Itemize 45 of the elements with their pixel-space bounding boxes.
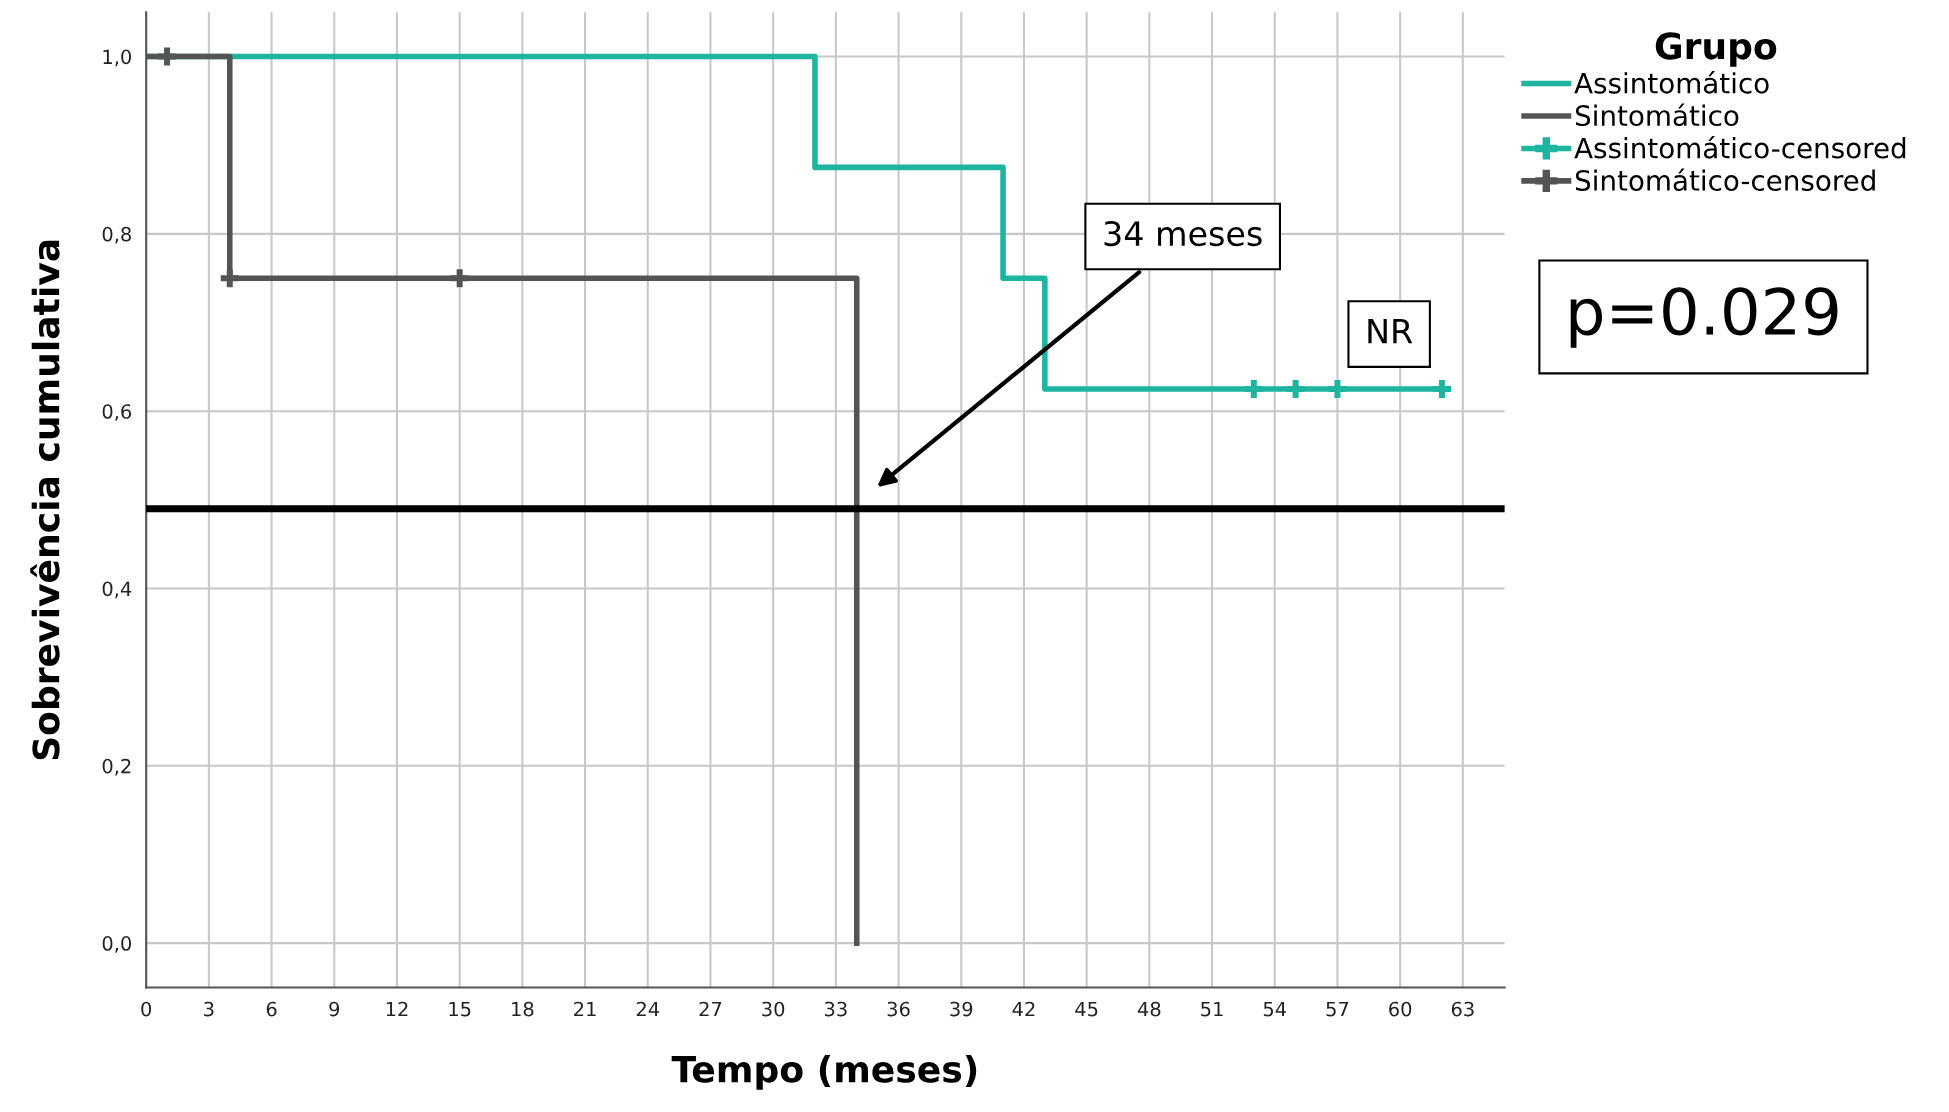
x-tick-label: 42 xyxy=(1012,1001,1035,1017)
x-tick-label: 30 xyxy=(762,1001,785,1017)
x-tick-label: 21 xyxy=(574,1001,596,1017)
x-tick-label: 6 xyxy=(266,1001,277,1017)
annotation: 34 meses xyxy=(1104,220,1262,247)
x-tick-label: 3 xyxy=(204,1001,214,1017)
y-axis-title: Sobrevivência cumulativa xyxy=(30,240,60,760)
x-tick-label: 18 xyxy=(512,1001,534,1017)
x-tick-label: 57 xyxy=(1326,1001,1349,1017)
x-tick-label: 24 xyxy=(636,1001,660,1017)
x-tick-label: 15 xyxy=(449,1001,471,1017)
legend-label: Sintomático-censored xyxy=(1575,168,1875,191)
x-tick-label: 45 xyxy=(1075,1001,1098,1017)
x-tick-label: 9 xyxy=(329,1001,340,1017)
x-tick-label: 54 xyxy=(1263,1001,1287,1017)
point xyxy=(1244,380,1263,399)
point xyxy=(450,269,469,288)
x-axis-title: Tempo (meses) xyxy=(671,1054,977,1090)
x-tick-label: 33 xyxy=(824,1001,847,1017)
annotation: NR xyxy=(1368,318,1413,344)
y-tick-label: 0,4 xyxy=(102,581,132,599)
y-tick-label: 1,0 xyxy=(103,49,131,67)
legend-title: Grupo xyxy=(1655,32,1777,67)
point xyxy=(220,269,239,288)
y-tick-label: 0,2 xyxy=(102,758,131,776)
legend-label: Assintomático xyxy=(1574,71,1769,94)
point xyxy=(1328,380,1347,399)
y-tick-label: 0,0 xyxy=(102,936,131,953)
y-tick-label: 0,8 xyxy=(102,226,131,244)
x-tick-label: 12 xyxy=(386,1001,408,1017)
x-tick-label: 39 xyxy=(950,1001,973,1017)
point xyxy=(1432,380,1451,399)
x-tick-label: 63 xyxy=(1451,1001,1474,1017)
legend-label: Assintomático-censored xyxy=(1574,135,1906,159)
point xyxy=(1286,380,1305,399)
x-tick-label: 48 xyxy=(1137,1001,1161,1017)
x-tick-label: 0 xyxy=(141,1001,152,1017)
x-tick-label: 51 xyxy=(1201,1001,1223,1017)
text: p=0.029 xyxy=(1570,287,1838,348)
x-tick-label: 27 xyxy=(699,1001,722,1017)
x-tick-label: 60 xyxy=(1389,1001,1412,1017)
legend-label: Sintomático xyxy=(1575,103,1739,127)
y-tick-label: 0,6 xyxy=(102,404,132,421)
x-tick-label: 36 xyxy=(887,1001,910,1017)
point xyxy=(158,47,177,66)
